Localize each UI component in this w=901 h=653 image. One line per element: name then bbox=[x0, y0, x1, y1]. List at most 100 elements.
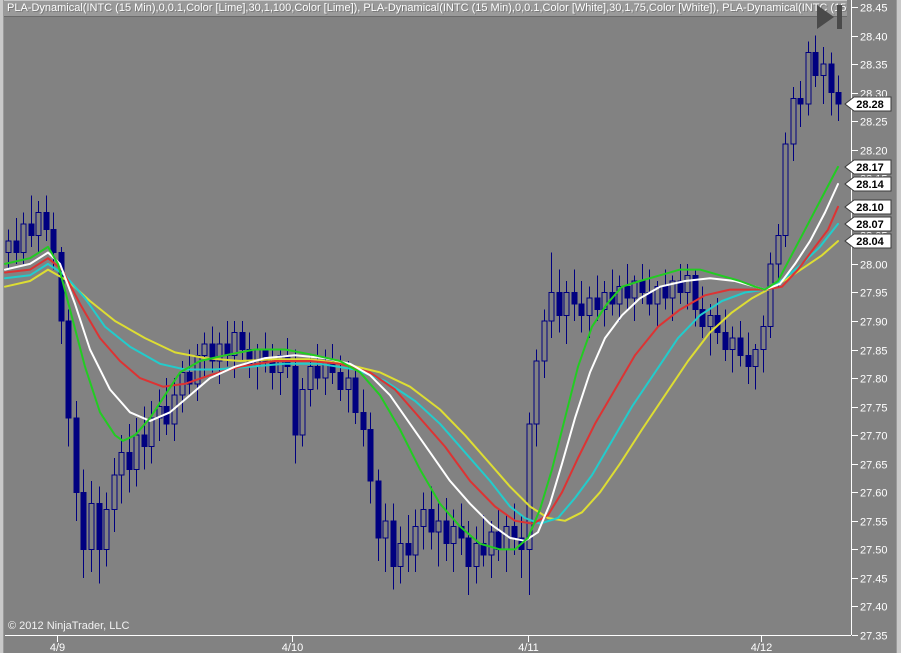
candle-up bbox=[397, 543, 404, 567]
candle-down bbox=[662, 286, 669, 299]
candle-up bbox=[775, 234, 782, 265]
candle-up bbox=[760, 326, 767, 351]
time-axis: 4/9 4/10 4/11 4/12 bbox=[5, 635, 851, 653]
indicator-line-lime bbox=[4, 165, 839, 551]
candle-down bbox=[797, 97, 804, 105]
candle-down bbox=[699, 309, 706, 328]
candle-up bbox=[103, 508, 110, 550]
candle-down bbox=[495, 531, 502, 550]
candle-up bbox=[345, 377, 352, 391]
candle-down bbox=[812, 52, 819, 77]
price-tick-label: 28.35 bbox=[860, 60, 888, 72]
candle-up bbox=[548, 291, 555, 322]
candle-down bbox=[745, 354, 752, 368]
price-tick-label: 27.90 bbox=[860, 317, 888, 329]
price-tick-label: 28.45 bbox=[860, 3, 888, 15]
window-left-edge bbox=[0, 0, 4, 653]
price-tick-label: 27.35 bbox=[860, 631, 888, 643]
candle-down bbox=[692, 274, 699, 311]
candle-down bbox=[209, 343, 216, 362]
price-tick-label: 27.80 bbox=[860, 374, 888, 386]
indicator-line-white bbox=[4, 183, 839, 542]
price-marker-box bbox=[844, 216, 892, 232]
candle-up bbox=[412, 526, 419, 556]
candle-up bbox=[601, 291, 608, 311]
candle-up bbox=[133, 434, 140, 470]
candlestick-series bbox=[5, 35, 842, 596]
price-tick-label: 27.85 bbox=[860, 346, 888, 358]
candle-up bbox=[201, 343, 208, 356]
indicator-line-cyan bbox=[4, 222, 839, 525]
candle-down bbox=[480, 543, 487, 556]
candle-up bbox=[450, 526, 457, 545]
candle-up bbox=[654, 286, 661, 305]
candle-down bbox=[292, 366, 299, 436]
price-marker-value: 28.17 bbox=[856, 162, 884, 174]
candle-down bbox=[28, 223, 35, 236]
candle-down bbox=[639, 280, 646, 293]
candle-down bbox=[405, 543, 412, 556]
candle-down bbox=[835, 92, 842, 105]
candle-down bbox=[337, 371, 344, 391]
candle-down bbox=[50, 229, 57, 253]
candle-down bbox=[13, 240, 20, 253]
candle-down bbox=[80, 491, 87, 550]
candle-down bbox=[314, 366, 321, 379]
candle-up bbox=[216, 343, 223, 362]
candle-up bbox=[586, 297, 593, 316]
price-marker-box bbox=[844, 159, 892, 175]
candle-down bbox=[722, 331, 729, 351]
price-axis: 28.4528.4028.3528.3028.2528.2028.1528.10… bbox=[851, 0, 888, 643]
candle-down bbox=[465, 537, 472, 567]
candle-up bbox=[299, 389, 306, 436]
candle-down bbox=[65, 320, 72, 419]
candle-up bbox=[782, 143, 789, 236]
candle-up bbox=[503, 526, 510, 550]
candle-up bbox=[820, 63, 827, 77]
price-tick-label: 28.25 bbox=[860, 117, 888, 129]
candle-down bbox=[828, 63, 835, 94]
candle-up bbox=[382, 520, 389, 539]
candle-down bbox=[73, 417, 80, 493]
indicator-line-yellow bbox=[4, 240, 839, 522]
candle-up bbox=[307, 366, 314, 391]
price-marker-value: 28.10 bbox=[856, 202, 884, 214]
candle-up bbox=[790, 97, 797, 145]
candle-up bbox=[435, 520, 442, 533]
price-tick-label: 27.60 bbox=[860, 488, 888, 500]
candle-up bbox=[156, 406, 163, 419]
candle-down bbox=[428, 508, 435, 533]
date-tick-label: 4/10 bbox=[282, 642, 303, 653]
candle-down bbox=[367, 428, 374, 482]
candle-down bbox=[239, 331, 246, 351]
jump-to-latest-icon[interactable] bbox=[817, 4, 847, 31]
price-marker-value: 28.14 bbox=[856, 179, 884, 191]
candle-up bbox=[526, 423, 533, 550]
price-tick-label: 27.45 bbox=[860, 574, 888, 586]
candle-up bbox=[88, 503, 95, 550]
candle-up bbox=[473, 543, 480, 567]
candle-down bbox=[443, 520, 450, 545]
copyright-label: © 2012 NinjaTrader, LLC bbox=[8, 620, 130, 632]
price-markers: 28.28 28.17 28.14 28.10 28.07 28.04 bbox=[844, 96, 892, 249]
date-tick-label: 4/9 bbox=[50, 642, 65, 653]
candle-down bbox=[556, 291, 563, 316]
candle-up bbox=[231, 331, 238, 356]
candle-up bbox=[420, 508, 427, 528]
price-tick-label: 27.70 bbox=[860, 431, 888, 443]
window-right-edge bbox=[896, 0, 901, 653]
title-bar: PLA-Dynamical(INTC (15 Min),0,0.1,Color … bbox=[4, 0, 847, 17]
candle-up bbox=[767, 263, 774, 328]
candle-down bbox=[511, 526, 518, 539]
candle-up bbox=[541, 320, 548, 362]
indicator-title: PLA-Dynamical(INTC (15 Min),0,0.1,Color … bbox=[7, 2, 847, 14]
candle-up bbox=[805, 52, 812, 105]
price-tick-label: 27.95 bbox=[860, 288, 888, 300]
date-tick-label: 4/11 bbox=[518, 642, 539, 653]
price-tick-label: 27.65 bbox=[860, 460, 888, 472]
candle-down bbox=[186, 371, 193, 385]
candle-up bbox=[148, 417, 155, 448]
candle-up bbox=[533, 360, 540, 425]
candle-up bbox=[729, 337, 736, 351]
